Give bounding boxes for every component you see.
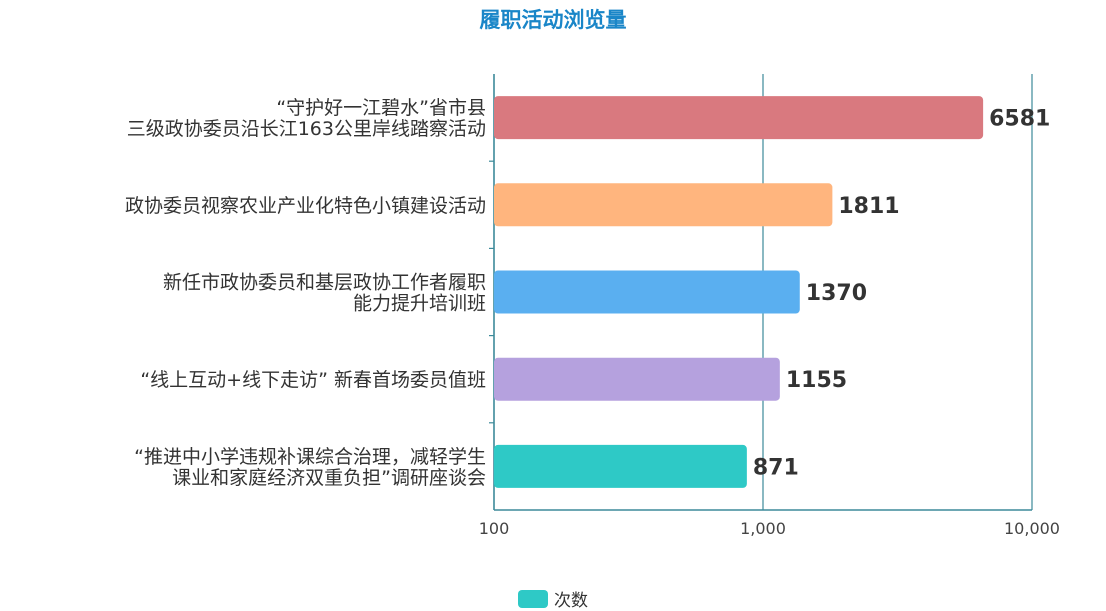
bar[interactable] — [494, 444, 747, 488]
legend[interactable]: 次数 — [518, 586, 588, 611]
bar[interactable] — [494, 96, 984, 140]
x-tick-labels: 100 1,000 10,000 — [479, 519, 1060, 538]
bars — [494, 96, 984, 488]
legend-swatch — [518, 589, 548, 608]
value-label: 871 — [753, 455, 799, 480]
category-label: “线上互动+线下走访” 新春首场委员值班 — [140, 369, 486, 391]
chart-title: 履职活动浏览量 — [479, 8, 627, 32]
legend-label: 次数 — [554, 591, 588, 611]
bar[interactable] — [494, 357, 780, 401]
category-label: 政协委员视察农业产业化特色小镇建设活动 — [125, 195, 486, 217]
category-labels: “守护好一江碧水”省市县三级政协委员沿长江163公里岸线踏察活动政协委员视察农业… — [125, 97, 486, 489]
x-tick-label: 100 — [479, 519, 510, 538]
x-tick-label: 10,000 — [1004, 519, 1060, 538]
category-label: “推进中小学违规补课综合治理，减轻学生课业和家庭经济双重负担”调研座谈会 — [134, 446, 486, 489]
category-label: “守护好一江碧水”省市县三级政协委员沿长江163公里岸线踏察活动 — [127, 97, 486, 140]
value-label: 1155 — [786, 368, 847, 393]
bar[interactable] — [494, 270, 800, 314]
x-tick-label: 1,000 — [740, 519, 786, 538]
value-labels: 6581 1811 1370 1155 871 — [753, 107, 1050, 481]
category-label: 新任市政协委员和基层政协工作者履职能力提升培训班 — [163, 272, 486, 315]
value-label: 1811 — [838, 194, 899, 219]
bar[interactable] — [494, 183, 833, 227]
value-label: 1370 — [806, 281, 867, 306]
value-label: 6581 — [989, 107, 1050, 132]
